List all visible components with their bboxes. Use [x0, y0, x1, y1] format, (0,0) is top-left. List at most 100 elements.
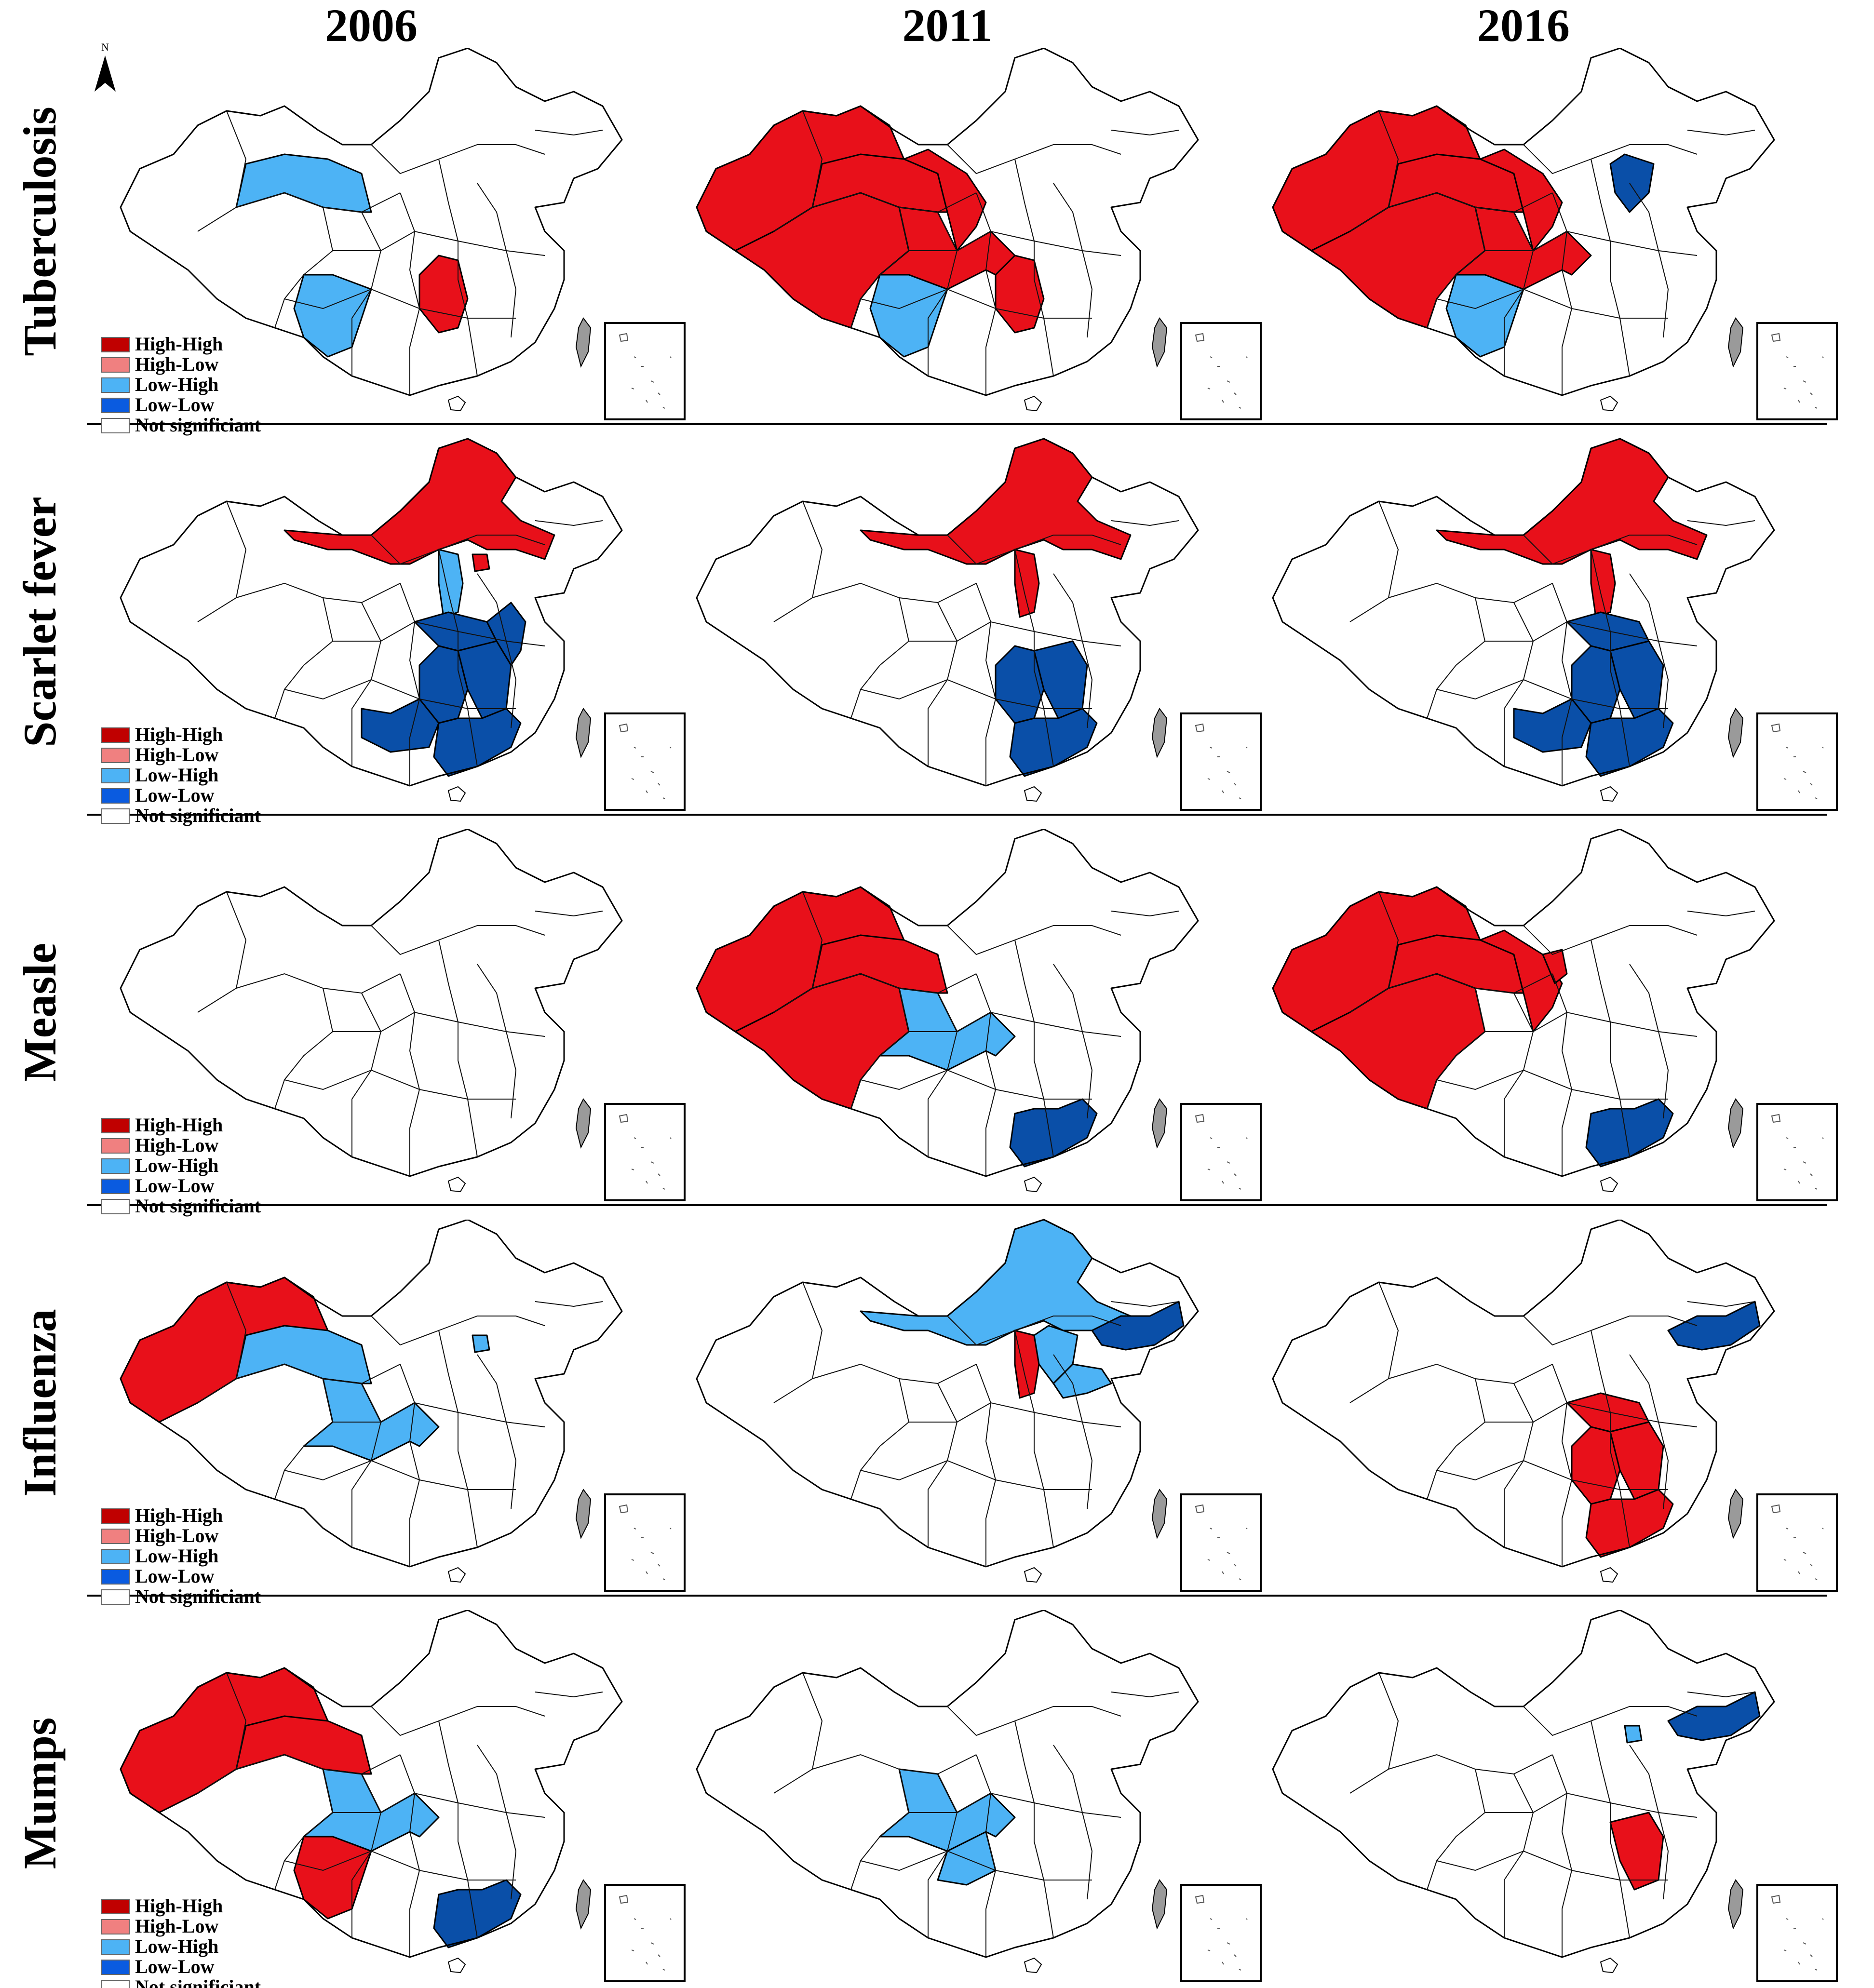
legend-label: High-Low: [135, 744, 218, 766]
year-header: 2016: [1477, 0, 1570, 51]
inset-map: [604, 1103, 686, 1201]
inset-map: [604, 712, 686, 811]
cluster-region: [1590, 549, 1616, 618]
inset-map: [1180, 1103, 1262, 1201]
legend-label: High-High: [135, 724, 223, 745]
cluster-region: [1585, 1098, 1674, 1168]
cluster-region: [472, 1334, 490, 1353]
inset-map: [604, 322, 686, 420]
cluster-region: [1033, 640, 1088, 719]
cluster-region: [1609, 153, 1655, 213]
cluster-region: [1609, 640, 1664, 719]
legend-swatch: [101, 768, 130, 783]
country-outline: [696, 1220, 1199, 1583]
disease-label: Tuberculosis: [14, 107, 66, 356]
legend-swatch: [101, 808, 130, 824]
cluster-region: [235, 1715, 372, 1775]
cluster-region: [1609, 1812, 1664, 1891]
cluster-region: [1052, 1363, 1112, 1399]
legend-swatch: [101, 1549, 130, 1564]
disease-row: Mumps High-HighHigh-LowLow-HighLow-LowNot…: [14, 1610, 1838, 1988]
cluster-region: [1585, 708, 1674, 777]
country-outline: [1272, 1220, 1775, 1583]
legend-swatch: [101, 788, 130, 804]
inset-map: [604, 1493, 686, 1592]
legend-swatch: [101, 1899, 130, 1914]
cluster-region: [433, 708, 522, 777]
cluster-region: [1624, 1725, 1643, 1744]
legend-label: Low-High: [135, 1155, 218, 1176]
cluster-map-panel: [696, 1610, 1262, 1982]
legend-label: High-High: [135, 333, 223, 355]
legend-swatch: [101, 398, 130, 413]
north-arrow-label: N: [101, 41, 109, 53]
cluster-region: [1585, 1489, 1674, 1558]
legend-label: Not significiant: [135, 1195, 261, 1217]
disease-label: Scarlet fever: [14, 497, 66, 747]
year-header: 2006: [325, 0, 418, 51]
legend-label: High-High: [135, 1114, 223, 1136]
cluster-region: [235, 153, 372, 213]
legend-label: High-Low: [135, 1915, 218, 1937]
cluster-region: [860, 1219, 1132, 1346]
cluster-region: [1436, 438, 1708, 565]
cluster-region: [1479, 148, 1563, 252]
cluster-region: [1479, 929, 1563, 1033]
cluster-region: [860, 438, 1132, 565]
cluster-region: [283, 438, 555, 565]
cluster-region: [995, 255, 1045, 334]
cluster-region: [303, 1378, 440, 1462]
legend-label: Low-Low: [135, 784, 215, 806]
cluster-region: [457, 640, 512, 719]
cluster-region: [293, 274, 372, 358]
disease-label: Measle: [14, 943, 66, 1082]
cluster-region: [293, 1836, 372, 1920]
cluster-map-panel: [1272, 48, 1838, 420]
disease-label: Mumps: [14, 1718, 66, 1869]
legend-swatch: [101, 1199, 130, 1214]
disease-row: Influenza High-HighHigh-LowLow-HighLow-Lo…: [14, 1219, 1838, 1607]
country-outline: [696, 439, 1199, 802]
cluster-region: [235, 1325, 372, 1384]
cluster-region: [1014, 549, 1040, 618]
year-header: 2011: [903, 0, 993, 51]
legend-swatch: [101, 1508, 130, 1524]
cluster-region: [903, 148, 987, 252]
inset-map: [1180, 1493, 1262, 1592]
legend-swatch: [101, 1939, 130, 1955]
legend-label: High-High: [135, 1895, 223, 1917]
legend-swatch: [101, 1980, 130, 1988]
cluster-region: [1667, 1691, 1761, 1741]
cluster-region: [1445, 274, 1524, 358]
year-headers: 2006 2011 2016: [325, 0, 1570, 51]
legend-label: Low-High: [135, 764, 218, 786]
cluster-region: [995, 645, 1045, 724]
inset-map: [1180, 712, 1262, 811]
inset-map: [1756, 1884, 1838, 1982]
cluster-map-panel: [696, 1219, 1262, 1592]
legend-label: Low-Low: [135, 394, 215, 416]
cluster-region: [1542, 949, 1568, 984]
legend-label: Low-High: [135, 1935, 218, 1957]
legend-swatch: [101, 748, 130, 763]
cluster-region: [1609, 1421, 1664, 1500]
legend-label: Not significiant: [135, 1976, 261, 1988]
disease-row: Measle High-HighHigh-LowLow-HighLow-LowNo…: [14, 829, 1838, 1217]
inset-map: [1180, 1884, 1262, 1982]
cluster-map-panel: [1272, 1610, 1838, 1982]
cluster-region: [361, 698, 440, 753]
cluster-map-panel: [696, 829, 1262, 1201]
legend-label: High-Low: [135, 1134, 218, 1156]
legend-swatch: [101, 1529, 130, 1544]
cluster-region: [438, 549, 464, 618]
cluster-region: [1091, 1301, 1185, 1351]
north-arrow-icon: N: [94, 41, 116, 92]
